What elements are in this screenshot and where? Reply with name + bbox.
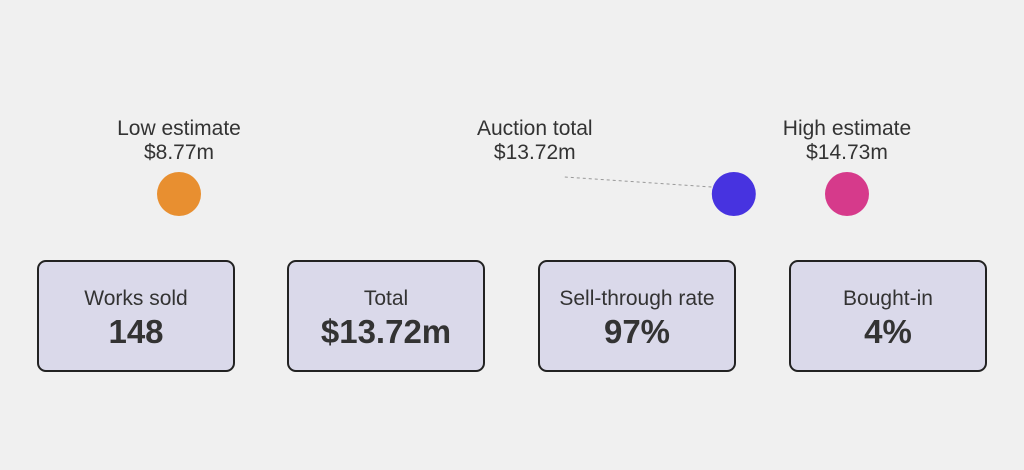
works-sold-value: 148 — [108, 313, 164, 350]
auction-total-leader-line — [564, 176, 712, 188]
auction-total-value: $13.72m — [494, 141, 576, 164]
high-estimate-marker — [825, 172, 869, 216]
sell-through-rate-card: Sell-through rate 97% — [538, 260, 736, 372]
sell-through-rate-label: Sell-through rate — [559, 287, 715, 310]
bought-in-card: Bought-in 4% — [789, 260, 987, 372]
total-label: Total — [363, 287, 409, 310]
total-value: $13.72m — [320, 313, 452, 350]
sell-through-rate-value: 97% — [603, 313, 671, 350]
auction-total-marker — [711, 172, 756, 216]
total-card: Total $13.72m — [287, 260, 485, 372]
low-estimate-label: Low estimate — [117, 117, 241, 140]
high-estimate-value: $14.73m — [806, 141, 888, 164]
low-estimate-value: $8.77m — [144, 141, 214, 164]
works-sold-card: Works sold 148 — [37, 260, 235, 372]
bought-in-value: 4% — [864, 313, 912, 350]
works-sold-label: Works sold — [84, 287, 188, 310]
bought-in-label: Bought-in — [843, 287, 933, 310]
estimate-range-chart: Low estimate $8.77m Auction total $13.72… — [117, 117, 911, 216]
low-estimate-marker — [157, 172, 201, 216]
high-estimate-label: High estimate — [783, 117, 911, 140]
auction-total-label: Auction total — [477, 117, 593, 140]
